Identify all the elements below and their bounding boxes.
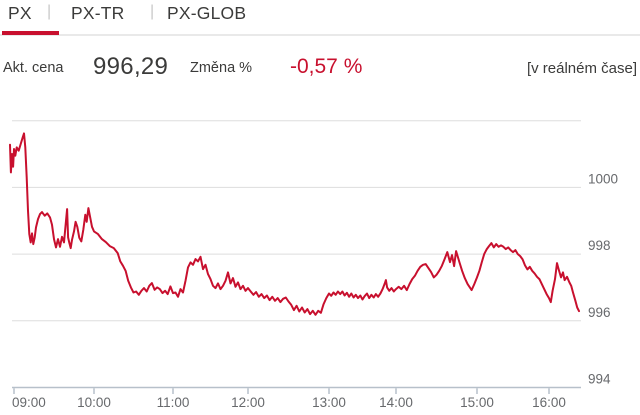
x-tick-label: 14:00 xyxy=(379,395,413,410)
price-chart: 09:00 10:00 11:00 12:00 13:00 14:00 15:00 16:00… xyxy=(9,120,618,410)
current-price: 996,29 xyxy=(93,53,169,80)
x-tick-label: 09:00 xyxy=(12,395,46,410)
realtime-note: [v reálném čase] xyxy=(526,60,637,77)
y-tick-label: 998 xyxy=(588,238,611,253)
tab-bar-divider xyxy=(0,34,640,36)
y-tick-label: 996 xyxy=(588,305,611,320)
x-tick-label: 15:00 xyxy=(460,395,494,410)
tab-separator: | xyxy=(150,3,155,20)
tab-px-glob[interactable]: PX-GLOB xyxy=(167,3,247,23)
index-tab-bar: PX | PX-TR | PX-GLOB xyxy=(0,0,640,38)
price-label: Akt. cena xyxy=(3,60,64,76)
x-tick-label: 10:00 xyxy=(77,395,111,410)
x-tick-label: 12:00 xyxy=(231,395,265,410)
tab-separator: | xyxy=(47,3,52,20)
y-tick-label: 994 xyxy=(588,372,611,387)
quote-row: Akt. cena 996,29 Změna % -0,57 % [v reál… xyxy=(0,53,637,85)
y-tick-label: 1000 xyxy=(588,171,618,186)
active-tab-underline xyxy=(2,31,59,35)
tab-px[interactable]: PX xyxy=(8,3,32,23)
change-percent: -0,57 % xyxy=(290,55,363,78)
tab-px-tr[interactable]: PX-TR xyxy=(71,3,125,23)
x-tick-label: 16:00 xyxy=(532,395,566,410)
x-tick-label: 11:00 xyxy=(157,395,190,410)
x-tick-label: 13:00 xyxy=(312,395,346,410)
change-label: Změna % xyxy=(190,60,253,76)
price-line xyxy=(9,132,580,316)
